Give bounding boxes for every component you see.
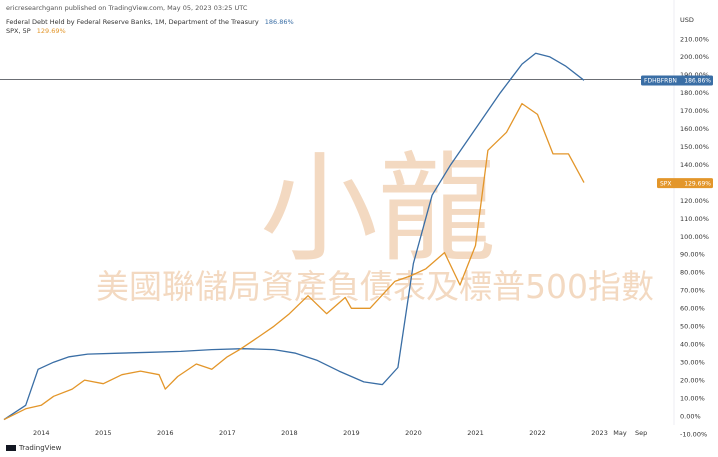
price-badge-background [641, 75, 713, 86]
price-tick-label: 70.00% [680, 287, 705, 295]
fed-price-badge: FDHBFRBN 186.86% [641, 75, 713, 86]
price-tick-label: 10.00% [680, 394, 705, 402]
price-badge-value: 129.69% [684, 180, 711, 187]
legend-fed[interactable]: Federal Debt Held by Federal Reserve Ban… [6, 18, 294, 26]
tradingview-logo-text: TradingView [19, 444, 62, 452]
time-tick-label: 2017 [219, 429, 236, 437]
legend-fed-label: Federal Debt Held by Federal Reserve Ban… [6, 18, 259, 26]
time-axis[interactable]: 2014 2015 2016 2017 2018 2019 2020 2021 2022 2023… [33, 429, 647, 437]
price-tick-label: 160.00% [680, 125, 709, 133]
price-tick-label: 210.00% [680, 35, 709, 43]
price-badge-background [657, 178, 713, 189]
time-tick-label: 2023 [591, 429, 608, 437]
tradingview-logo[interactable]: TradingView [6, 444, 61, 452]
price-badges: FDHBFRBN 186.86% SPX 129.69% [641, 75, 713, 189]
time-tick-label: 2016 [157, 429, 174, 437]
price-badge-label: FDHBFRBN [644, 78, 677, 85]
time-tick-label: 2022 [529, 429, 546, 437]
time-tick-label: May [613, 429, 627, 437]
price-tick-label: 140.00% [680, 161, 709, 169]
watermark-subtitle: 美國聯儲局資產負債表及標普500指數 [96, 267, 654, 306]
spx-line [3, 102, 585, 421]
price-tick-label: 0.00% [680, 412, 701, 420]
price-tick-label: 50.00% [680, 323, 705, 331]
price-axis-currency: USD [680, 16, 694, 24]
legend-fed-value: 186.86% [264, 18, 294, 26]
time-tick-label: 2021 [467, 429, 484, 437]
price-tick-label: 90.00% [680, 251, 705, 259]
price-tick-label: 180.00% [680, 89, 709, 97]
price-tick-label: 80.00% [680, 269, 705, 277]
price-tick-label: 40.00% [680, 341, 705, 349]
series-lines [3, 52, 585, 421]
price-axis[interactable]: -10.00% 0.00% 10.00% 20.00% 30.00% 40.00% 50.0… [680, 35, 709, 438]
price-tick-label: 20.00% [680, 376, 705, 384]
price-badge-label: SPX [660, 180, 672, 187]
time-tick-label: 2015 [95, 429, 112, 437]
time-tick-label: 2018 [281, 429, 298, 437]
time-tick-label: Sep [635, 429, 647, 437]
spx-price-badge: SPX 129.69% [657, 178, 713, 189]
price-tick-label: 60.00% [680, 305, 705, 313]
legend-spx[interactable]: SPX, 5P 129.69% [6, 27, 66, 35]
publish-info: ericresearchgann published on TradingVie… [6, 4, 248, 12]
price-tick-label: 170.00% [680, 107, 709, 115]
price-tick-label: 110.00% [680, 215, 709, 223]
price-tick-label: 150.00% [680, 143, 709, 151]
legend-spx-label: SPX, 5P [6, 27, 31, 35]
time-tick-label: 2019 [343, 429, 360, 437]
price-tick-label: -10.00% [680, 430, 707, 438]
watermark-title: 小龍 [260, 140, 496, 278]
time-tick-label: 2014 [33, 429, 50, 437]
time-tick-label: 2020 [405, 429, 422, 437]
price-tick-label: 190.00% [680, 71, 709, 79]
price-tick-label: 120.00% [680, 197, 709, 205]
fed-balance-line [3, 52, 585, 421]
tradingview-logo-icon [6, 445, 16, 451]
watermark: 小龍 美國聯儲局資產負債表及標普500指數 [96, 140, 654, 306]
price-tick-label: 30.00% [680, 358, 705, 366]
price-tick-label: 200.00% [680, 53, 709, 61]
price-badge-value: 186.86% [684, 78, 711, 85]
price-tick-label: 100.00% [680, 233, 709, 241]
legend-spx-value: 129.69% [36, 27, 66, 35]
